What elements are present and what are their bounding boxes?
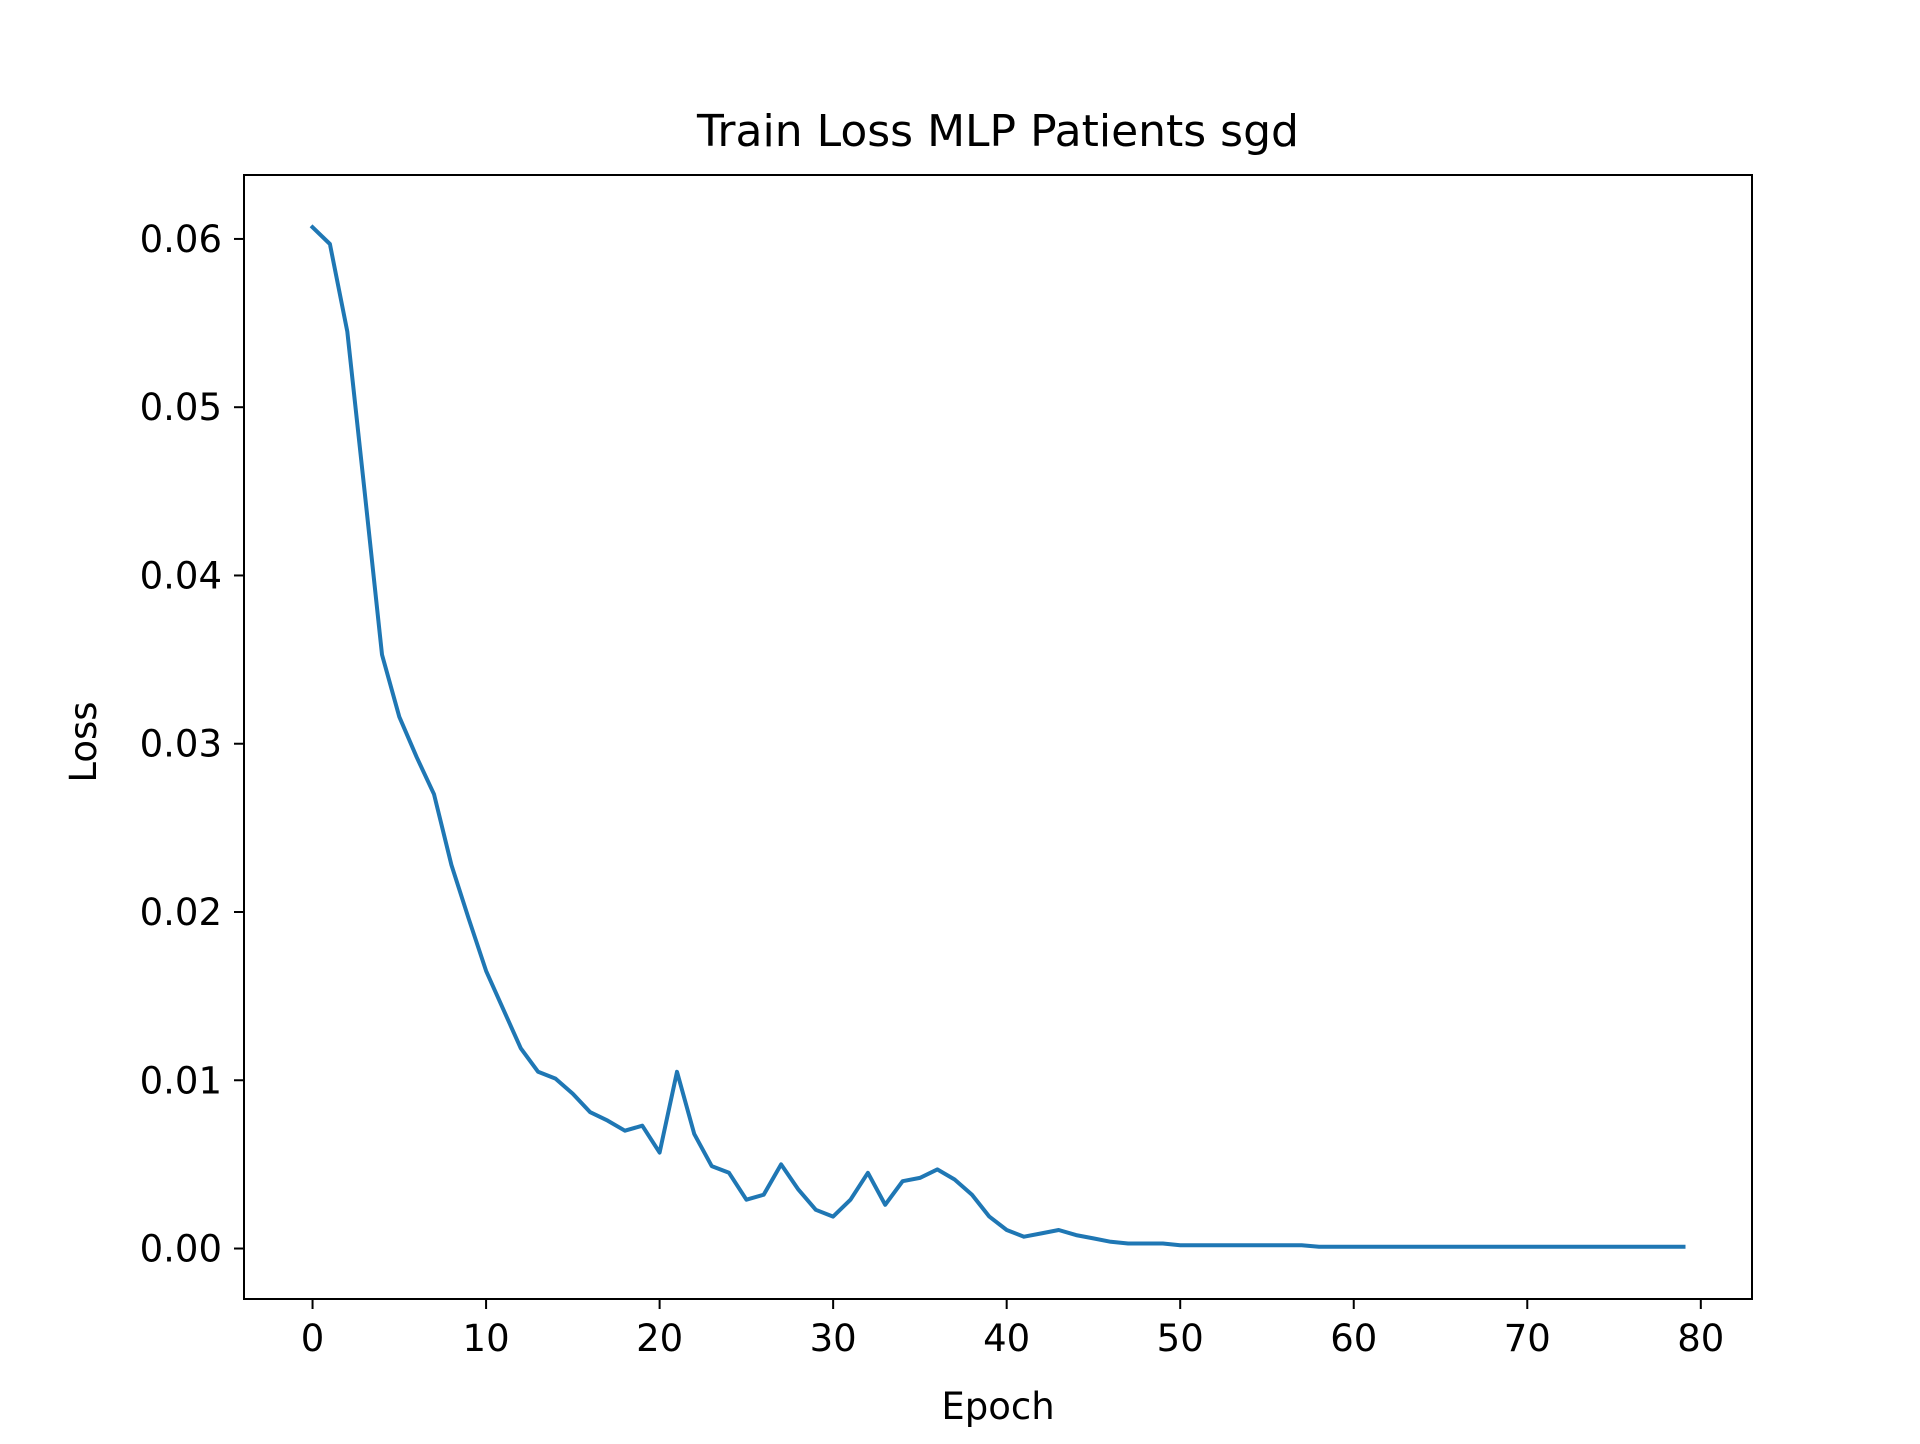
x-tick-label: 20 xyxy=(636,1317,683,1360)
y-tick-label: 0.05 xyxy=(140,386,222,429)
y-tick-label: 0.04 xyxy=(140,554,222,597)
x-tick-label: 60 xyxy=(1330,1317,1377,1360)
y-tick-label: 0.06 xyxy=(140,218,222,261)
y-tick-label: 0.03 xyxy=(140,723,222,766)
y-tick-label: 0.01 xyxy=(140,1059,222,1102)
x-tick-label: 50 xyxy=(1157,1317,1204,1360)
y-tick-label: 0.02 xyxy=(140,891,222,934)
loss-series-line xyxy=(309,224,1686,1249)
plot-frame xyxy=(243,174,1753,1300)
x-tick-label: 0 xyxy=(301,1317,325,1360)
chart-title: Train Loss MLP Patients sgd xyxy=(696,106,1299,157)
x-tick-label: 10 xyxy=(463,1317,510,1360)
x-tick-label: 30 xyxy=(810,1317,857,1360)
y-tick-label: 0.00 xyxy=(140,1228,222,1271)
x-axis-label: Epoch xyxy=(941,1385,1054,1428)
x-tick-label: 70 xyxy=(1504,1317,1551,1360)
y-axis-label: Loss xyxy=(62,701,105,782)
x-tick-label: 80 xyxy=(1677,1317,1724,1360)
x-tick-label: 40 xyxy=(983,1317,1030,1360)
y-axis: 0.00 0.01 0.02 0.03 0.04 0.05 0.06 xyxy=(140,218,244,1271)
x-axis: 0 10 20 30 40 50 60 70 80 xyxy=(301,1299,1724,1360)
